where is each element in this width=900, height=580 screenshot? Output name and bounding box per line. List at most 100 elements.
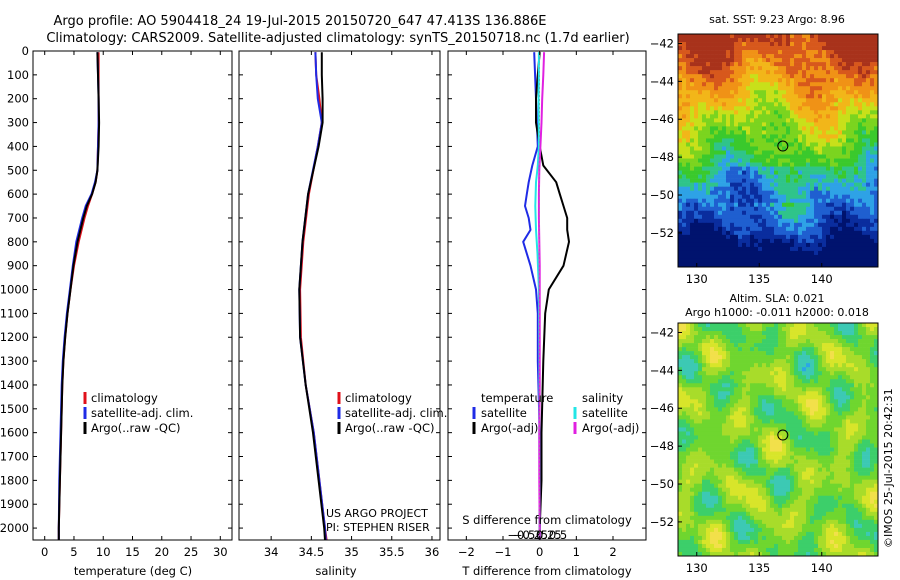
sla-map-cell (766, 379, 771, 384)
sst-map-cell (798, 242, 803, 248)
sla-map-cell (738, 435, 743, 440)
sst-map-cell (686, 182, 691, 187)
sst-map-cell (682, 198, 687, 204)
sla-map-cell (726, 423, 731, 428)
sla-map-cell (842, 383, 847, 388)
sst-map-cell (698, 258, 703, 264)
sla-map-cell (734, 375, 739, 380)
sla-map-cell (830, 363, 835, 368)
sst-map-cell (718, 262, 723, 268)
sst-map-cell (870, 226, 875, 232)
sst-map-cell (802, 38, 807, 43)
sla-map-cell (766, 343, 771, 348)
sla-map-cell (682, 451, 687, 456)
sst-map-ytick-label: −50 (650, 188, 674, 202)
sst-map-cell (694, 54, 699, 59)
sla-map-cell (874, 415, 879, 420)
sst-map-cell (782, 50, 787, 55)
sst-map-cell (810, 234, 815, 240)
sst-map-cell (858, 70, 863, 75)
sla-map-cell (822, 371, 827, 376)
sst-map-cell (818, 86, 823, 91)
sst-map-cell (694, 178, 699, 183)
sst-map-cell (690, 110, 695, 115)
sst-map-cell (810, 94, 815, 99)
sla-map-cell (870, 335, 875, 340)
sst-map-cell (730, 114, 735, 119)
sla-map-cell (738, 423, 743, 428)
sla-map-cell (790, 463, 795, 468)
sst-map-cell (726, 118, 731, 123)
sla-map-cell (798, 371, 803, 376)
sla-map-cell (738, 407, 743, 412)
sst-map-cell (858, 182, 863, 187)
sla-map-cell (854, 435, 859, 440)
sst-map-cell (806, 122, 811, 127)
sla-map-cell (702, 379, 707, 384)
sst-map-cell (802, 34, 807, 39)
sst-map-cell (714, 54, 719, 59)
sla-map-cell (758, 427, 763, 432)
sla-map-cell (866, 379, 871, 384)
sla-map-cell (726, 367, 731, 372)
sst-map-cell (694, 74, 699, 79)
sla-map-cell (806, 399, 811, 404)
sst-map-cell (742, 138, 747, 143)
sla-map-cell (814, 339, 819, 344)
sst-map-cell (774, 242, 779, 248)
sla-map-cell (866, 371, 871, 376)
sst-map-cell (726, 206, 731, 212)
sst-map-cell (854, 186, 859, 191)
sst-map-cell (678, 98, 683, 103)
sst-map-cell (854, 162, 859, 167)
sst-map-cell (834, 110, 839, 115)
sst-map-cell (766, 250, 771, 256)
sla-map-cell (854, 327, 859, 332)
sst-map-cell (730, 190, 735, 195)
sst-map-cell (838, 210, 843, 216)
sst-map-cell (862, 198, 867, 204)
sla-map-cell (822, 331, 827, 336)
sst-map-cell (870, 50, 875, 55)
sst-map-cell (782, 110, 787, 115)
sst-map-cell (782, 82, 787, 87)
sst-map-cell (814, 138, 819, 143)
sst-map-cell (846, 142, 851, 147)
sla-map-cell (722, 439, 727, 444)
sst-map-cell (682, 190, 687, 195)
sst-map-cell (802, 178, 807, 183)
sla-map-cell (710, 395, 715, 400)
sla-map-cell (870, 455, 875, 460)
sst-map-cell (822, 190, 827, 195)
sst-map-cell (858, 102, 863, 107)
sst-map-cell (846, 118, 851, 123)
sst-map-cell (770, 94, 775, 99)
sla-map-cell (802, 399, 807, 404)
sla-map-cell (742, 447, 747, 452)
sst-map-cell (694, 174, 699, 179)
sst-map-cell (706, 162, 711, 167)
sst-map-cell (842, 246, 847, 252)
sla-map-cell (682, 463, 687, 468)
sst-map-cell (754, 98, 759, 103)
sst-map-cell (734, 78, 739, 83)
sla-map-cell (754, 415, 759, 420)
sst-map-cell (790, 174, 795, 179)
sst-map-cell (726, 250, 731, 256)
sst-map-cell (826, 62, 831, 67)
sla-map-cell (806, 359, 811, 364)
sla-map-cell (762, 327, 767, 332)
sla-map-cell (858, 367, 863, 372)
sst-map-cell (690, 178, 695, 183)
sst-map-cell (790, 202, 795, 208)
sst-map-cell (714, 262, 719, 268)
sst-map-cell (682, 114, 687, 119)
sla-map-cell (778, 435, 783, 440)
sst-map-cell (762, 258, 767, 264)
sla-map-cell (870, 375, 875, 380)
sla-map-cell (742, 419, 747, 424)
sla-map-cell (850, 323, 855, 328)
sla-map-cell (846, 411, 851, 416)
sst-map-cell (718, 254, 723, 260)
sst-map-cell (750, 46, 755, 51)
